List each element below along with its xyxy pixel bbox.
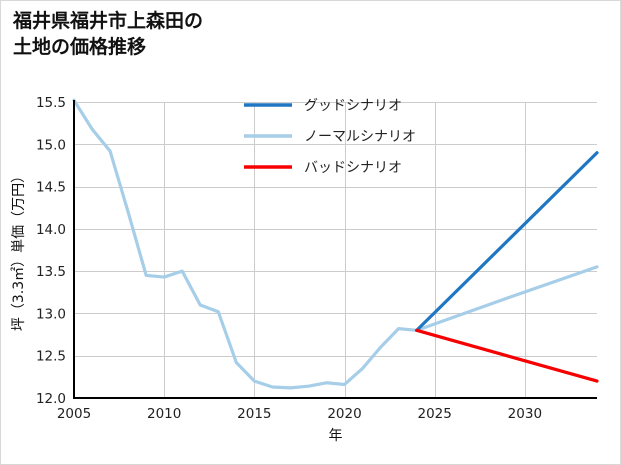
y-tick-label: 14.0	[36, 222, 66, 238]
x-tick-label: 2025	[418, 406, 452, 422]
y-tick-label: 15.0	[36, 137, 66, 153]
series-group	[72, 98, 599, 390]
legend-label-グッドシナリオ: グッドシナリオ	[304, 98, 402, 114]
y-axis-title: 坪（3.3㎡）単価（万円）	[11, 169, 27, 331]
legend-label-バッドシナリオ: バッドシナリオ	[304, 160, 402, 176]
series-line-ノーマルシナリオ	[72, 98, 599, 390]
y-tick-label: 12.0	[36, 391, 66, 407]
x-tick-label: 2005	[57, 406, 91, 422]
axis-lines-group	[72, 100, 597, 400]
x-tick-label: 2030	[508, 406, 542, 422]
legend-label-ノーマルシナリオ: ノーマルシナリオ	[304, 129, 416, 145]
page-title: 福井県福井市上森田の 土地の価格推移	[13, 10, 204, 58]
series-line-グッドシナリオ	[415, 151, 599, 332]
y-tick-label: 13.5	[36, 264, 66, 280]
series-line-バッドシナリオ	[415, 328, 599, 383]
y-tick-label: 13.0	[36, 306, 66, 322]
y-tick-label: 12.5	[36, 349, 66, 365]
x-tick-label: 2020	[327, 406, 361, 422]
gridlines-group	[74, 102, 597, 399]
x-tick-labels-group: 2005 2010 2015 2020 2025 2030	[57, 406, 542, 422]
x-tick-label: 2010	[147, 406, 181, 422]
x-axis-title: 年	[329, 428, 343, 444]
y-tick-labels-group: 12.0 12.5 13.0 13.5 14.0 14.5 15.0 15.5	[36, 95, 66, 407]
y-tick-label: 15.5	[36, 95, 66, 111]
y-tick-label: 14.5	[36, 180, 66, 196]
axis-titles-group: 年 坪（3.3㎡）単価（万円）	[11, 169, 343, 444]
x-tick-label: 2015	[237, 406, 271, 422]
